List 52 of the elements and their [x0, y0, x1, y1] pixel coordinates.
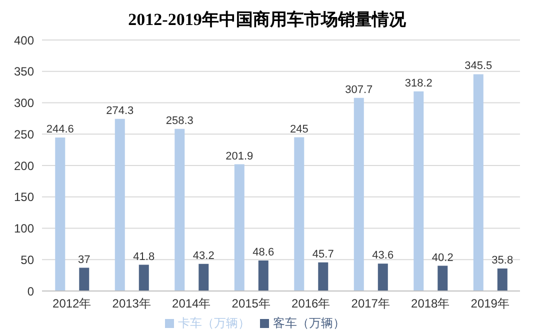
data-label: 345.5: [464, 60, 492, 72]
bar: [79, 268, 90, 291]
y-tick-label: 200: [14, 158, 34, 173]
bar: [318, 262, 328, 291]
data-label: 258.3: [166, 114, 194, 127]
y-tick-label: 400: [14, 33, 34, 48]
bar: [473, 74, 484, 291]
bar: [354, 98, 364, 291]
data-label: 201.9: [226, 150, 254, 162]
y-tick-label: 50: [20, 252, 34, 267]
y-tick-label: 150: [14, 190, 34, 204]
y-tick-label: 100: [14, 222, 34, 236]
data-label: 274.3: [106, 104, 134, 117]
bar: [378, 264, 388, 291]
bar: [234, 164, 244, 291]
x-tick-label: 2013年: [112, 296, 151, 311]
data-label: 37: [78, 254, 90, 266]
bar: [414, 91, 424, 291]
bar: [114, 118, 125, 291]
legend-label: 客车（万辆）: [273, 316, 345, 330]
x-tick-label: 2015年: [232, 296, 270, 311]
bar: [174, 128, 185, 291]
data-label: 245: [290, 123, 308, 136]
x-tick-label: 2017年: [351, 296, 390, 311]
y-tick-label: 250: [14, 127, 34, 142]
chart-title: 2012-2019年中国商用车市场销量情况: [127, 9, 407, 31]
data-label: 45.7: [312, 248, 334, 260]
y-tick-label: 300: [14, 96, 34, 110]
data-label: 43.2: [192, 250, 214, 262]
data-label: 307.7: [345, 84, 373, 96]
x-tick-label: 2016年: [292, 296, 330, 311]
data-label: 43.6: [372, 250, 394, 262]
x-tick-label: 2018年: [411, 296, 450, 311]
x-tick-label: 2019年: [470, 296, 510, 311]
data-label: 35.8: [492, 254, 514, 267]
x-tick-label: 2014年: [172, 296, 211, 311]
data-label: 41.8: [133, 250, 155, 263]
data-label: 48.6: [252, 246, 274, 259]
bar: [138, 264, 149, 291]
bar: [438, 266, 448, 291]
data-label: 318.2: [404, 77, 432, 90]
x-tick-label: 2012年: [52, 296, 92, 311]
legend-label: 卡车（万辆）: [178, 316, 250, 330]
bar: [198, 264, 209, 291]
y-tick-label: 0: [27, 284, 34, 298]
data-label: 244.6: [46, 124, 74, 136]
bar: [258, 260, 268, 291]
y-tick-label: 350: [14, 64, 34, 79]
data-label: 40.2: [432, 252, 454, 264]
bar: [55, 138, 66, 291]
bar: [497, 268, 508, 291]
bar: [294, 137, 304, 291]
